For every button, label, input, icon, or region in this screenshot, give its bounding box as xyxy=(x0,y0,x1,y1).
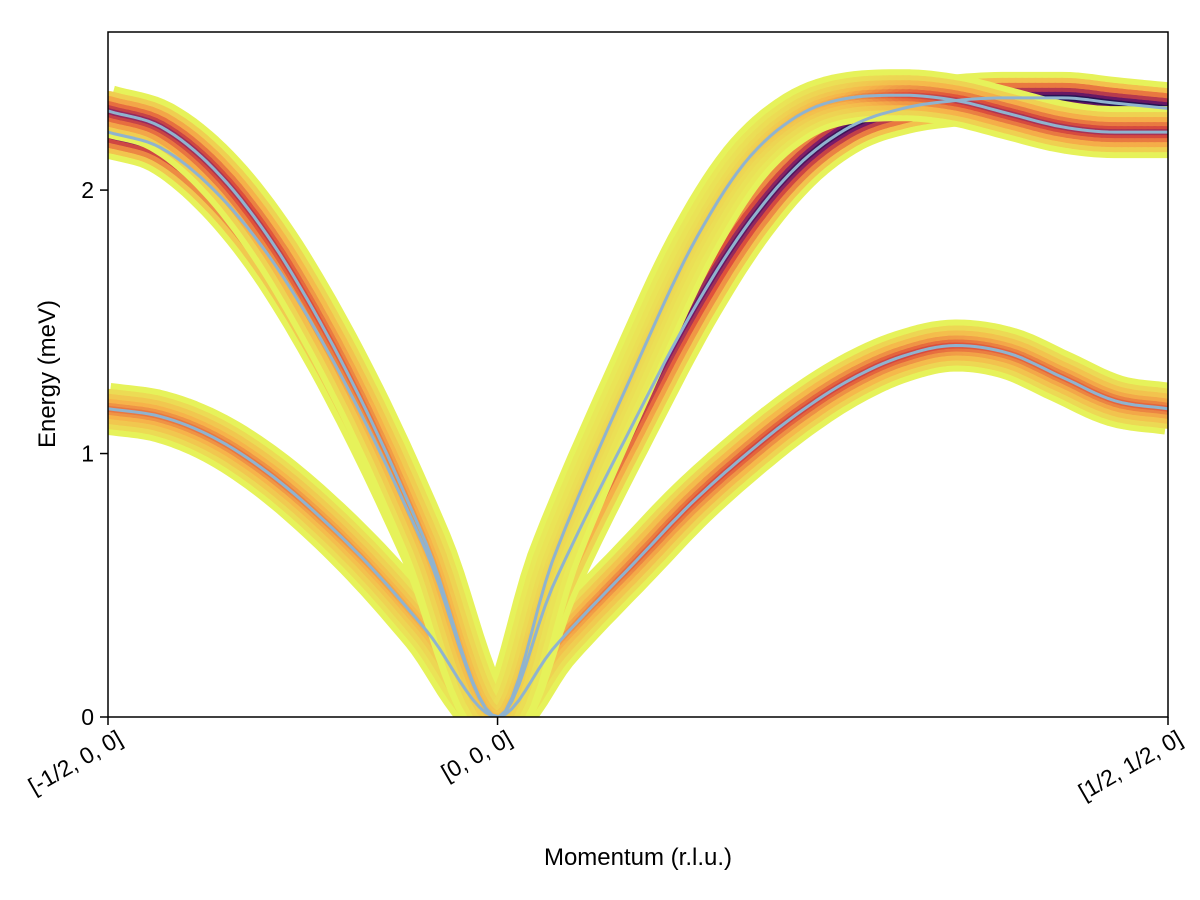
y-tick-label: 0 xyxy=(81,704,94,730)
dispersion-line-3 xyxy=(108,93,1168,717)
y-axis-title: Energy (meV) xyxy=(34,300,61,448)
plot-frame xyxy=(107,31,1169,718)
dispersion-line-1 xyxy=(108,344,1168,717)
y-axis-ticks: 0 1 2 xyxy=(81,177,108,730)
x-tick-label: [1/2, 1/2, 0] xyxy=(1074,725,1187,805)
dispersion-line-2 xyxy=(108,96,1168,717)
x-axis-ticks: [-1/2, 0, 0] [0, 0, 0] [1/2, 1/2, 0] xyxy=(24,717,1187,805)
dispersion-lines xyxy=(108,93,1168,717)
x-tick-label: [-1/2, 0, 0] xyxy=(24,725,127,799)
y-tick-label: 2 xyxy=(81,177,94,203)
x-tick-label: [0, 0, 0] xyxy=(437,725,516,786)
y-tick-label: 1 xyxy=(81,441,94,467)
x-axis-title: Momentum (r.l.u.) xyxy=(544,844,732,871)
